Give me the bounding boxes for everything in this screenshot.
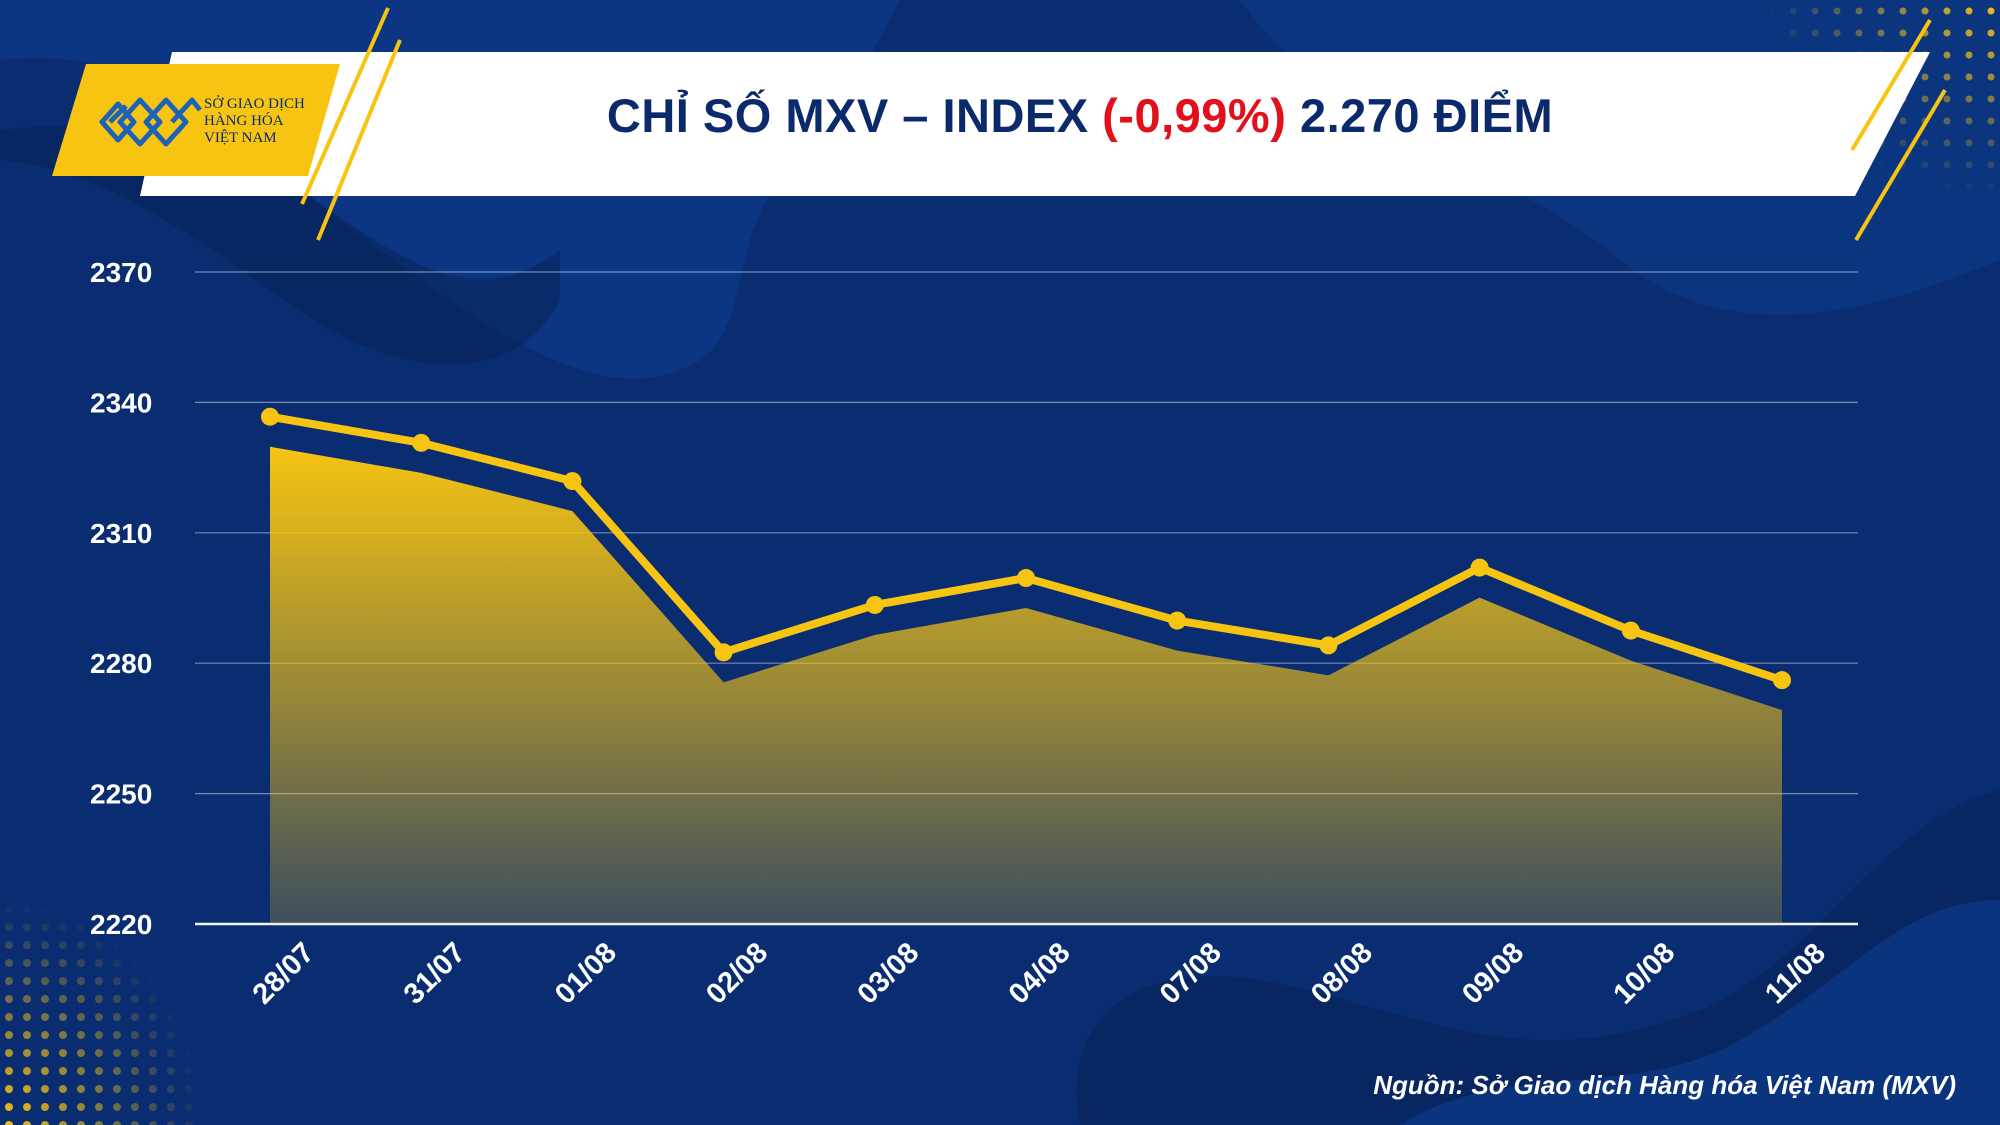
accent-stripe <box>1854 88 1947 242</box>
logo-wordmark: SỞ GIAO DỊCH HÀNG HÓA VIỆT NAM <box>204 96 305 147</box>
data-point <box>1470 558 1489 577</box>
x-tick-label: 03/08 <box>851 937 925 1011</box>
logo-line: HÀNG HÓA <box>204 113 284 129</box>
data-point <box>1621 621 1640 640</box>
x-tick-label: 07/08 <box>1154 937 1228 1011</box>
y-tick-label: 2310 <box>90 518 152 549</box>
data-point <box>1017 569 1035 588</box>
title-suffix: 2.270 ĐIỂM <box>1286 89 1554 142</box>
source-note: Nguồn: Sở Giao dịch Hàng hóa Việt Nam (M… <box>1373 1070 1956 1100</box>
x-tick-label: 31/07 <box>398 937 472 1011</box>
header-banner <box>52 7 1947 242</box>
area-fill <box>270 446 1782 924</box>
data-point <box>563 472 582 491</box>
x-tick-label: 11/08 <box>1759 937 1832 1010</box>
title-prefix: CHỈ SỐ MXV – INDEX <box>606 89 1103 142</box>
title-bar <box>140 52 1930 196</box>
title-change: (-0,99%) <box>1102 89 1287 142</box>
logo-line: SỞ GIAO DỊCH <box>204 96 305 112</box>
data-point <box>261 407 279 426</box>
accent-stripe <box>1850 18 1932 152</box>
logo-plate <box>52 64 340 176</box>
accent-stripe <box>316 39 402 241</box>
accent-stripe <box>300 7 390 205</box>
x-tick-label: 09/08 <box>1456 937 1530 1011</box>
data-point <box>1319 636 1338 655</box>
page-title: CHỈ SỐ MXV – INDEX (-0,99%) 2.270 ĐIỂM <box>260 88 1900 143</box>
x-tick-label: 01/08 <box>549 937 623 1011</box>
data-point <box>1168 611 1187 630</box>
y-tick-label: 2370 <box>90 257 152 288</box>
y-tick-label: 2340 <box>90 387 152 418</box>
y-tick-label: 2220 <box>90 909 152 940</box>
data-point <box>1773 671 1791 690</box>
y-tick-label: 2280 <box>90 648 152 679</box>
x-tick-label: 28/07 <box>247 937 321 1011</box>
x-tick-label: 04/08 <box>1003 937 1077 1011</box>
data-point <box>714 643 733 662</box>
x-tick-label: 10/08 <box>1607 937 1681 1011</box>
y-tick-label: 2250 <box>90 779 152 810</box>
logo-line: VIỆT NAM <box>204 130 277 146</box>
mxv-logo-icon <box>99 97 202 147</box>
x-tick-label: 08/08 <box>1305 937 1379 1011</box>
x-tick-label: 02/08 <box>700 937 774 1011</box>
data-point <box>865 595 884 614</box>
data-point <box>412 433 431 452</box>
